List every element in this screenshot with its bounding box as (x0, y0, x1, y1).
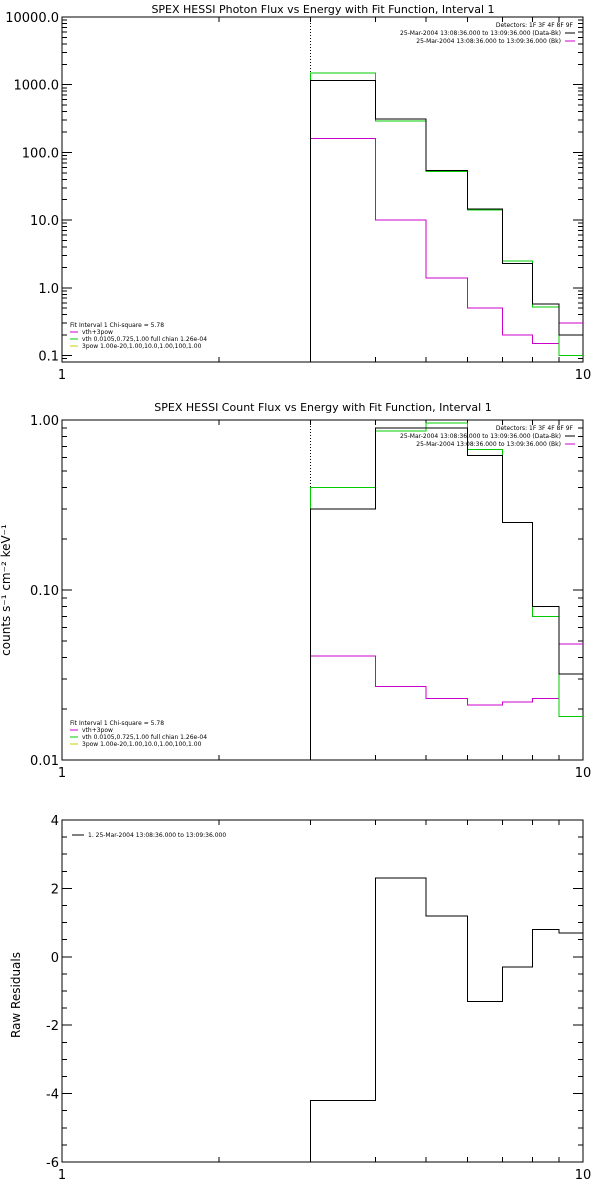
legend-header: Detectors: 1F 3F 4F 8F 9F (496, 425, 574, 432)
axis-frame (61, 16, 584, 363)
y-tick-label: 1.0 (38, 282, 59, 297)
y-tick-label: 0 (51, 951, 59, 966)
y-tick-label: 2 (51, 882, 59, 897)
axis-frame (61, 819, 584, 1163)
x-tick-label: 1 (58, 368, 66, 383)
y-tick-label: 10000.0 (5, 11, 59, 26)
series-1-step-line (310, 72, 583, 362)
y-tick-label: 1000.0 (14, 79, 60, 94)
fit-legend-label: vth+3pow (82, 727, 113, 734)
fit-legend-label: 3pow 1.00e-20,1.00,10.0,1.00,100,1.00 (82, 343, 202, 350)
y-tick-label: 0.01 (30, 754, 59, 769)
y-tick-label: 10.0 (30, 214, 59, 229)
axis-frame (61, 419, 584, 761)
fit-legend-label: vth+3pow (82, 329, 113, 336)
series-0-step-line (310, 877, 583, 1162)
series-0-step-line (310, 427, 583, 760)
fit-legend-header: Fit Interval 1 Chi-square = 5.78 (70, 322, 164, 329)
series-0-step-line (310, 80, 583, 362)
fit-legend-label: vth 0.0105,0.725,1.00 full chian 1.26e-0… (82, 336, 207, 343)
y-tick-label: -2 (46, 1019, 59, 1034)
count-flux-title: SPEX HESSI Count Flux vs Energy with Fit… (154, 401, 491, 414)
series-2-step-line (310, 138, 583, 362)
series-1-step-line (310, 422, 583, 760)
x-tick-label: 10 (575, 766, 592, 781)
x-tick-label: 10 (575, 1168, 592, 1183)
y-tick-label: -6 (46, 1156, 59, 1171)
count-flux-ylabel: counts s⁻¹ cm⁻² keV⁻¹ (0, 524, 13, 656)
x-tick-label: 1 (58, 1168, 66, 1183)
photon-flux-plot: SPEX HESSI Photon Flux vs Energy with Fi… (5, 3, 591, 383)
y-tick-label: -4 (46, 1088, 59, 1103)
residuals-plot: Raw Residuals 1 10 -6 -4 -2 0 2 4 1. 25-Mar-2004… (9, 814, 591, 1183)
legend-entry-label: 25-Mar-2004 13:08:36.000 to 13:09:36.000… (416, 441, 561, 448)
count-flux-plot: SPEX HESSI Count Flux vs Energy with Fit… (0, 401, 591, 781)
legend-entry-label: 25-Mar-2004 13:08:36.000 to 13:09:36.000… (400, 433, 561, 440)
y-tick-label: 1.00 (30, 414, 59, 429)
y-tick-label: 100.0 (22, 146, 59, 161)
fit-legend-header: Fit Interval 1 Chi-square = 5.78 (70, 720, 164, 727)
y-tick-label: 4 (51, 814, 59, 829)
fit-legend-label: 3pow 1.00e-20,1.00,10.0,1.00,100,1.00 (82, 741, 202, 748)
series-2-step-line (310, 643, 583, 760)
legend-entry-label: 25-Mar-2004 13:08:36.000 to 13:09:36.000… (416, 38, 561, 45)
y-tick-label: 0.1 (38, 349, 59, 364)
residual-legend-label: 1. 25-Mar-2004 13:08:36.000 to 13:09:36.… (88, 832, 226, 839)
y-tick-label: 0.10 (30, 584, 59, 599)
photon-flux-title: SPEX HESSI Photon Flux vs Energy with Fi… (151, 3, 494, 16)
x-tick-label: 1 (58, 766, 66, 781)
legend-header: Detectors: 1F 3F 4F 8F 9F (496, 22, 574, 29)
residuals-ylabel: Raw Residuals (9, 952, 23, 1038)
x-tick-label: 10 (575, 368, 592, 383)
fit-legend-label: vth 0.0105,0.725,1.00 full chian 1.26e-0… (82, 734, 207, 741)
legend-entry-label: 25-Mar-2004 13:08:36.000 to 13:09:36.000… (400, 30, 561, 37)
